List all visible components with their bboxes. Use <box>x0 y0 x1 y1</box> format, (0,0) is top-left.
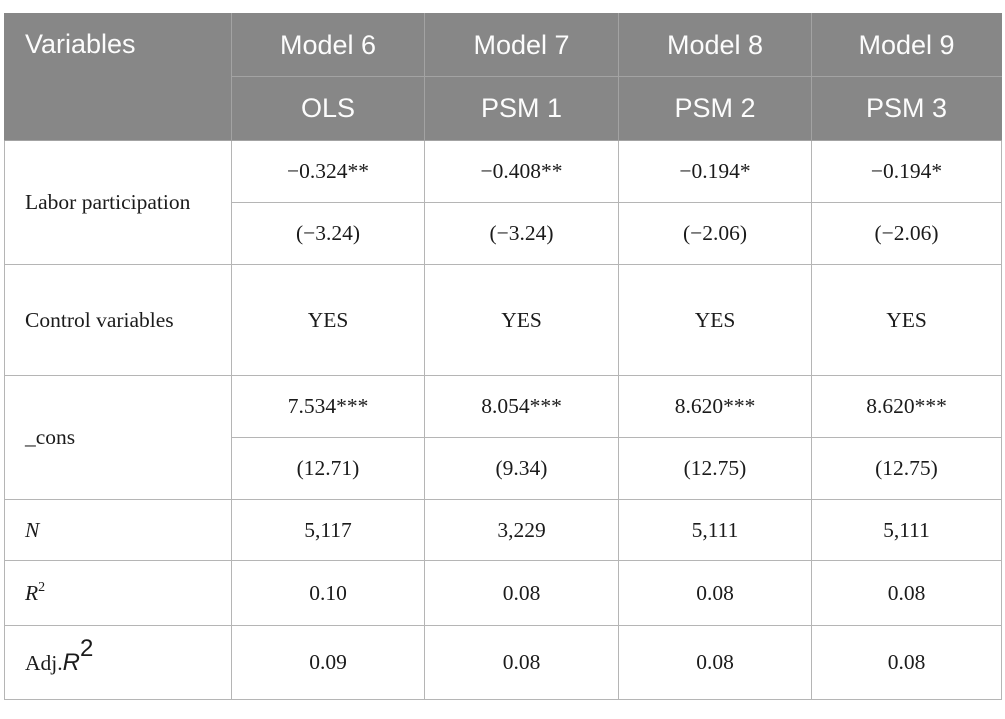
cell-labor-coef-model9: −0.194* <box>811 140 1002 203</box>
cell-labor-coef-model7: −0.408** <box>424 140 619 203</box>
header-model-8: Model 8 <box>618 13 812 77</box>
cell-cons-tstat-model7: (9.34) <box>424 437 619 500</box>
cell-adjr2-model7: 0.08 <box>424 625 619 700</box>
header-row-methods: OLS PSM 1 PSM 2 PSM 3 <box>5 76 1002 141</box>
cell-labor-tstat-model8: (−2.06) <box>618 202 812 265</box>
header-method-psm3: PSM 3 <box>811 76 1002 141</box>
row-adjusted-r-squared: Adj.R2 0.09 0.08 0.08 0.08 <box>4 625 1002 700</box>
cell-r2-model6: 0.10 <box>231 560 425 626</box>
r-squared-symbol: R <box>25 580 39 605</box>
cell-r2-model9: 0.08 <box>811 560 1002 626</box>
header-method-psm1: PSM 1 <box>424 76 619 141</box>
adj-r-exponent: 2 <box>79 634 94 662</box>
r-squared-exponent: 2 <box>38 579 46 595</box>
cell-n-model6: 5,117 <box>231 499 425 561</box>
cell-controls-model9: YES <box>811 264 1002 376</box>
cell-cons-tstat-model8: (12.75) <box>618 437 812 500</box>
cell-labor-tstat-model9: (−2.06) <box>811 202 1002 265</box>
cell-labor-tstat-model6: (−3.24) <box>231 202 425 265</box>
row-cons-tstats: (12.71) (9.34) (12.75) (12.75) <box>5 437 1002 500</box>
row-labor-coefficients: Labor participation −0.324** −0.408** −0… <box>4 140 1002 265</box>
row-control-variables: Control variables YES YES YES YES <box>4 264 1002 376</box>
row-r-squared: R2 0.10 0.08 0.08 0.08 <box>4 560 1002 626</box>
header-model-6: Model 6 <box>231 13 425 77</box>
row-label-adjusted-r-squared: Adj.R2 <box>4 625 232 700</box>
row-label-r-squared: R2 <box>4 560 232 626</box>
cell-adjr2-model9: 0.08 <box>811 625 1002 700</box>
header-model-9: Model 9 <box>811 13 1002 77</box>
cell-labor-coef-model8: −0.194* <box>618 140 812 203</box>
row-label-control-variables: Control variables <box>4 264 232 376</box>
header-model-7: Model 7 <box>424 13 619 77</box>
cell-n-model7: 3,229 <box>424 499 619 561</box>
cell-controls-model8: YES <box>618 264 812 376</box>
row-label-labor-participation: Labor participation <box>4 140 232 265</box>
cell-adjr2-model6: 0.09 <box>231 625 425 700</box>
cell-adjr2-model8: 0.08 <box>618 625 812 700</box>
cell-r2-model8: 0.08 <box>618 560 812 626</box>
cell-cons-coef-model6: 7.534*** <box>231 375 425 438</box>
row-label-n: N <box>4 499 232 561</box>
cell-n-model8: 5,111 <box>618 499 812 561</box>
cell-labor-tstat-model7: (−3.24) <box>424 202 619 265</box>
row-labor-tstats: (−3.24) (−3.24) (−2.06) (−2.06) <box>5 202 1002 265</box>
row-cons-coefficients: _cons 7.534*** 8.054*** 8.620*** 8.620**… <box>4 375 1002 500</box>
header-method-ols: OLS <box>231 76 425 141</box>
cell-cons-coef-model8: 8.620*** <box>618 375 812 438</box>
cell-labor-coef-model6: −0.324** <box>231 140 425 203</box>
cell-cons-tstat-model9: (12.75) <box>811 437 1002 500</box>
cell-r2-model7: 0.08 <box>424 560 619 626</box>
cell-cons-tstat-model6: (12.71) <box>231 437 425 500</box>
cell-cons-coef-model9: 8.620*** <box>811 375 1002 438</box>
cell-cons-coef-model7: 8.054*** <box>424 375 619 438</box>
adj-prefix: Adj. <box>25 650 63 675</box>
header-method-psm2: PSM 2 <box>618 76 812 141</box>
header-row-models: Variables Model 6 Model 7 Model 8 Model … <box>4 13 1002 141</box>
cell-controls-model7: YES <box>424 264 619 376</box>
adj-r-symbol: R <box>62 648 80 676</box>
cell-n-model9: 5,111 <box>811 499 1002 561</box>
regression-table: Variables Model 6 Model 7 Model 8 Model … <box>4 13 1002 700</box>
row-n: N 5,117 3,229 5,111 5,111 <box>4 499 1002 561</box>
header-variables: Variables <box>4 13 232 141</box>
cell-controls-model6: YES <box>231 264 425 376</box>
row-label-cons: _cons <box>4 375 232 500</box>
